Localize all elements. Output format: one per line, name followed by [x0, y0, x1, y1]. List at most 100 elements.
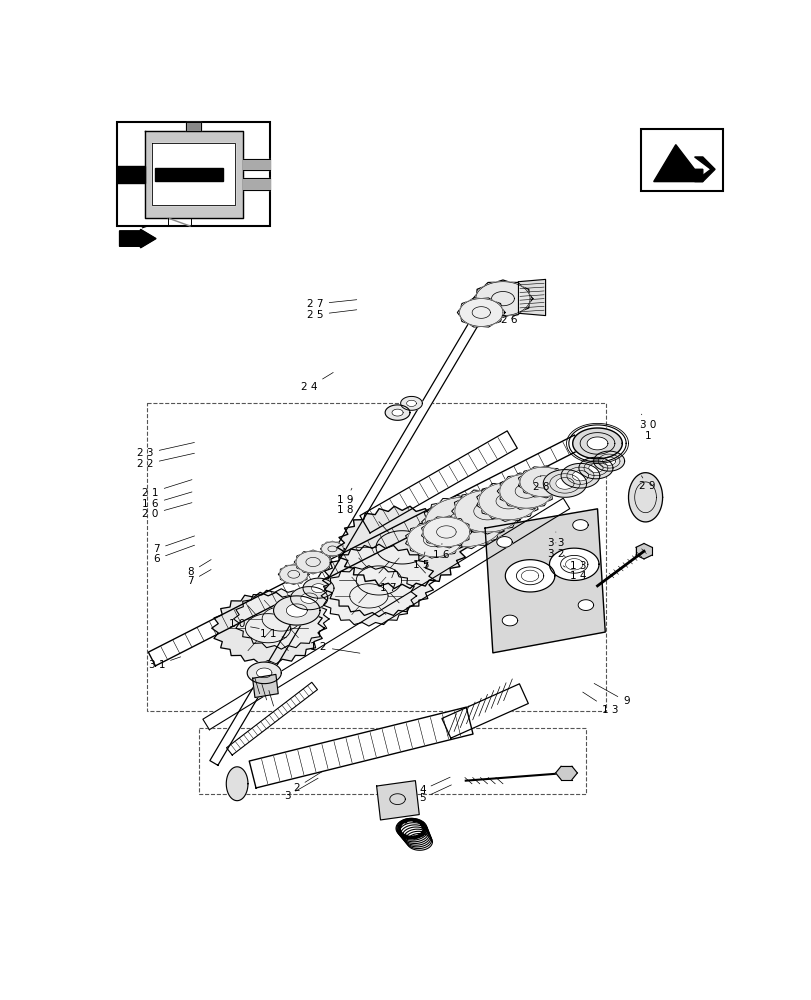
Polygon shape [322, 544, 435, 617]
Polygon shape [247, 662, 281, 684]
Polygon shape [501, 615, 517, 626]
Polygon shape [425, 497, 502, 547]
Polygon shape [326, 569, 411, 623]
Polygon shape [517, 279, 545, 316]
Polygon shape [249, 707, 473, 788]
Text: 2 1: 2 1 [142, 480, 191, 498]
Text: 2 2: 2 2 [137, 453, 194, 469]
Text: 5: 5 [418, 785, 451, 803]
Text: 1 8: 1 8 [337, 499, 354, 515]
Polygon shape [242, 178, 270, 190]
Polygon shape [286, 604, 307, 617]
Polygon shape [543, 470, 586, 497]
Polygon shape [117, 166, 144, 183]
Polygon shape [459, 299, 502, 326]
Polygon shape [328, 548, 429, 613]
Polygon shape [203, 498, 569, 730]
Polygon shape [144, 131, 242, 218]
Text: 2: 2 [293, 771, 322, 793]
Polygon shape [152, 143, 234, 205]
Text: 3 1: 3 1 [148, 657, 181, 670]
Polygon shape [423, 517, 469, 547]
Polygon shape [392, 409, 402, 416]
Polygon shape [441, 684, 528, 738]
Text: 1 3: 1 3 [563, 555, 586, 571]
Polygon shape [296, 551, 330, 573]
Polygon shape [457, 298, 504, 327]
Polygon shape [572, 471, 588, 481]
Text: 3: 3 [284, 778, 318, 801]
Polygon shape [478, 483, 537, 520]
Polygon shape [148, 435, 581, 666]
Text: 2 9: 2 9 [639, 476, 655, 491]
Text: 1 6: 1 6 [432, 544, 449, 560]
Text: 2 3: 2 3 [137, 442, 194, 458]
Text: 1 5: 1 5 [413, 552, 429, 570]
Text: 6: 6 [153, 545, 195, 564]
Polygon shape [602, 457, 615, 465]
Polygon shape [572, 520, 587, 530]
Polygon shape [217, 596, 318, 661]
Polygon shape [273, 596, 320, 625]
Polygon shape [117, 122, 270, 226]
Text: 7: 7 [153, 536, 195, 554]
Text: 2 5: 2 5 [307, 310, 356, 320]
Polygon shape [577, 600, 593, 610]
Polygon shape [549, 548, 599, 580]
Text: 3 0: 3 0 [639, 414, 655, 430]
Polygon shape [407, 523, 461, 557]
Polygon shape [451, 488, 522, 534]
Polygon shape [256, 668, 272, 678]
Polygon shape [641, 129, 723, 191]
Polygon shape [242, 159, 270, 170]
Text: 1 4: 1 4 [563, 566, 586, 581]
Polygon shape [278, 564, 309, 584]
Polygon shape [226, 767, 247, 801]
Polygon shape [359, 431, 517, 533]
Polygon shape [252, 674, 278, 698]
Polygon shape [578, 457, 612, 479]
Polygon shape [555, 766, 577, 780]
Text: 1 9: 1 9 [337, 488, 354, 505]
Polygon shape [119, 229, 156, 248]
Polygon shape [290, 587, 328, 610]
Polygon shape [155, 168, 222, 181]
Text: 7: 7 [187, 570, 211, 586]
Polygon shape [337, 506, 466, 588]
Text: 1 6: 1 6 [142, 492, 191, 509]
Polygon shape [653, 145, 702, 182]
Polygon shape [320, 541, 344, 557]
Polygon shape [635, 544, 651, 559]
Polygon shape [556, 478, 573, 489]
Polygon shape [405, 521, 464, 558]
Polygon shape [376, 781, 418, 820]
Text: 2 0: 2 0 [142, 503, 191, 519]
Text: 1 3: 1 3 [582, 692, 617, 715]
Polygon shape [519, 467, 566, 497]
Polygon shape [280, 565, 307, 584]
Polygon shape [586, 437, 607, 450]
Polygon shape [421, 516, 471, 548]
Text: 2 7: 2 7 [307, 299, 356, 309]
Text: 8: 8 [187, 560, 211, 577]
Text: 2 6: 2 6 [500, 315, 517, 325]
Polygon shape [588, 464, 603, 473]
Text: 1 1: 1 1 [260, 629, 286, 639]
Text: 3 3: 3 3 [547, 532, 564, 548]
Polygon shape [572, 428, 621, 459]
Polygon shape [400, 396, 422, 410]
Polygon shape [517, 466, 569, 498]
Polygon shape [209, 309, 485, 765]
Polygon shape [421, 495, 506, 549]
Polygon shape [234, 589, 328, 649]
Polygon shape [168, 218, 191, 226]
Polygon shape [238, 592, 324, 646]
Polygon shape [303, 578, 333, 598]
Polygon shape [496, 537, 512, 547]
Text: 2 8: 2 8 [532, 476, 548, 492]
Text: 2 4: 2 4 [301, 372, 333, 392]
Text: 1 0: 1 0 [229, 619, 259, 629]
Polygon shape [475, 282, 530, 316]
Polygon shape [500, 474, 551, 508]
Polygon shape [294, 550, 332, 574]
